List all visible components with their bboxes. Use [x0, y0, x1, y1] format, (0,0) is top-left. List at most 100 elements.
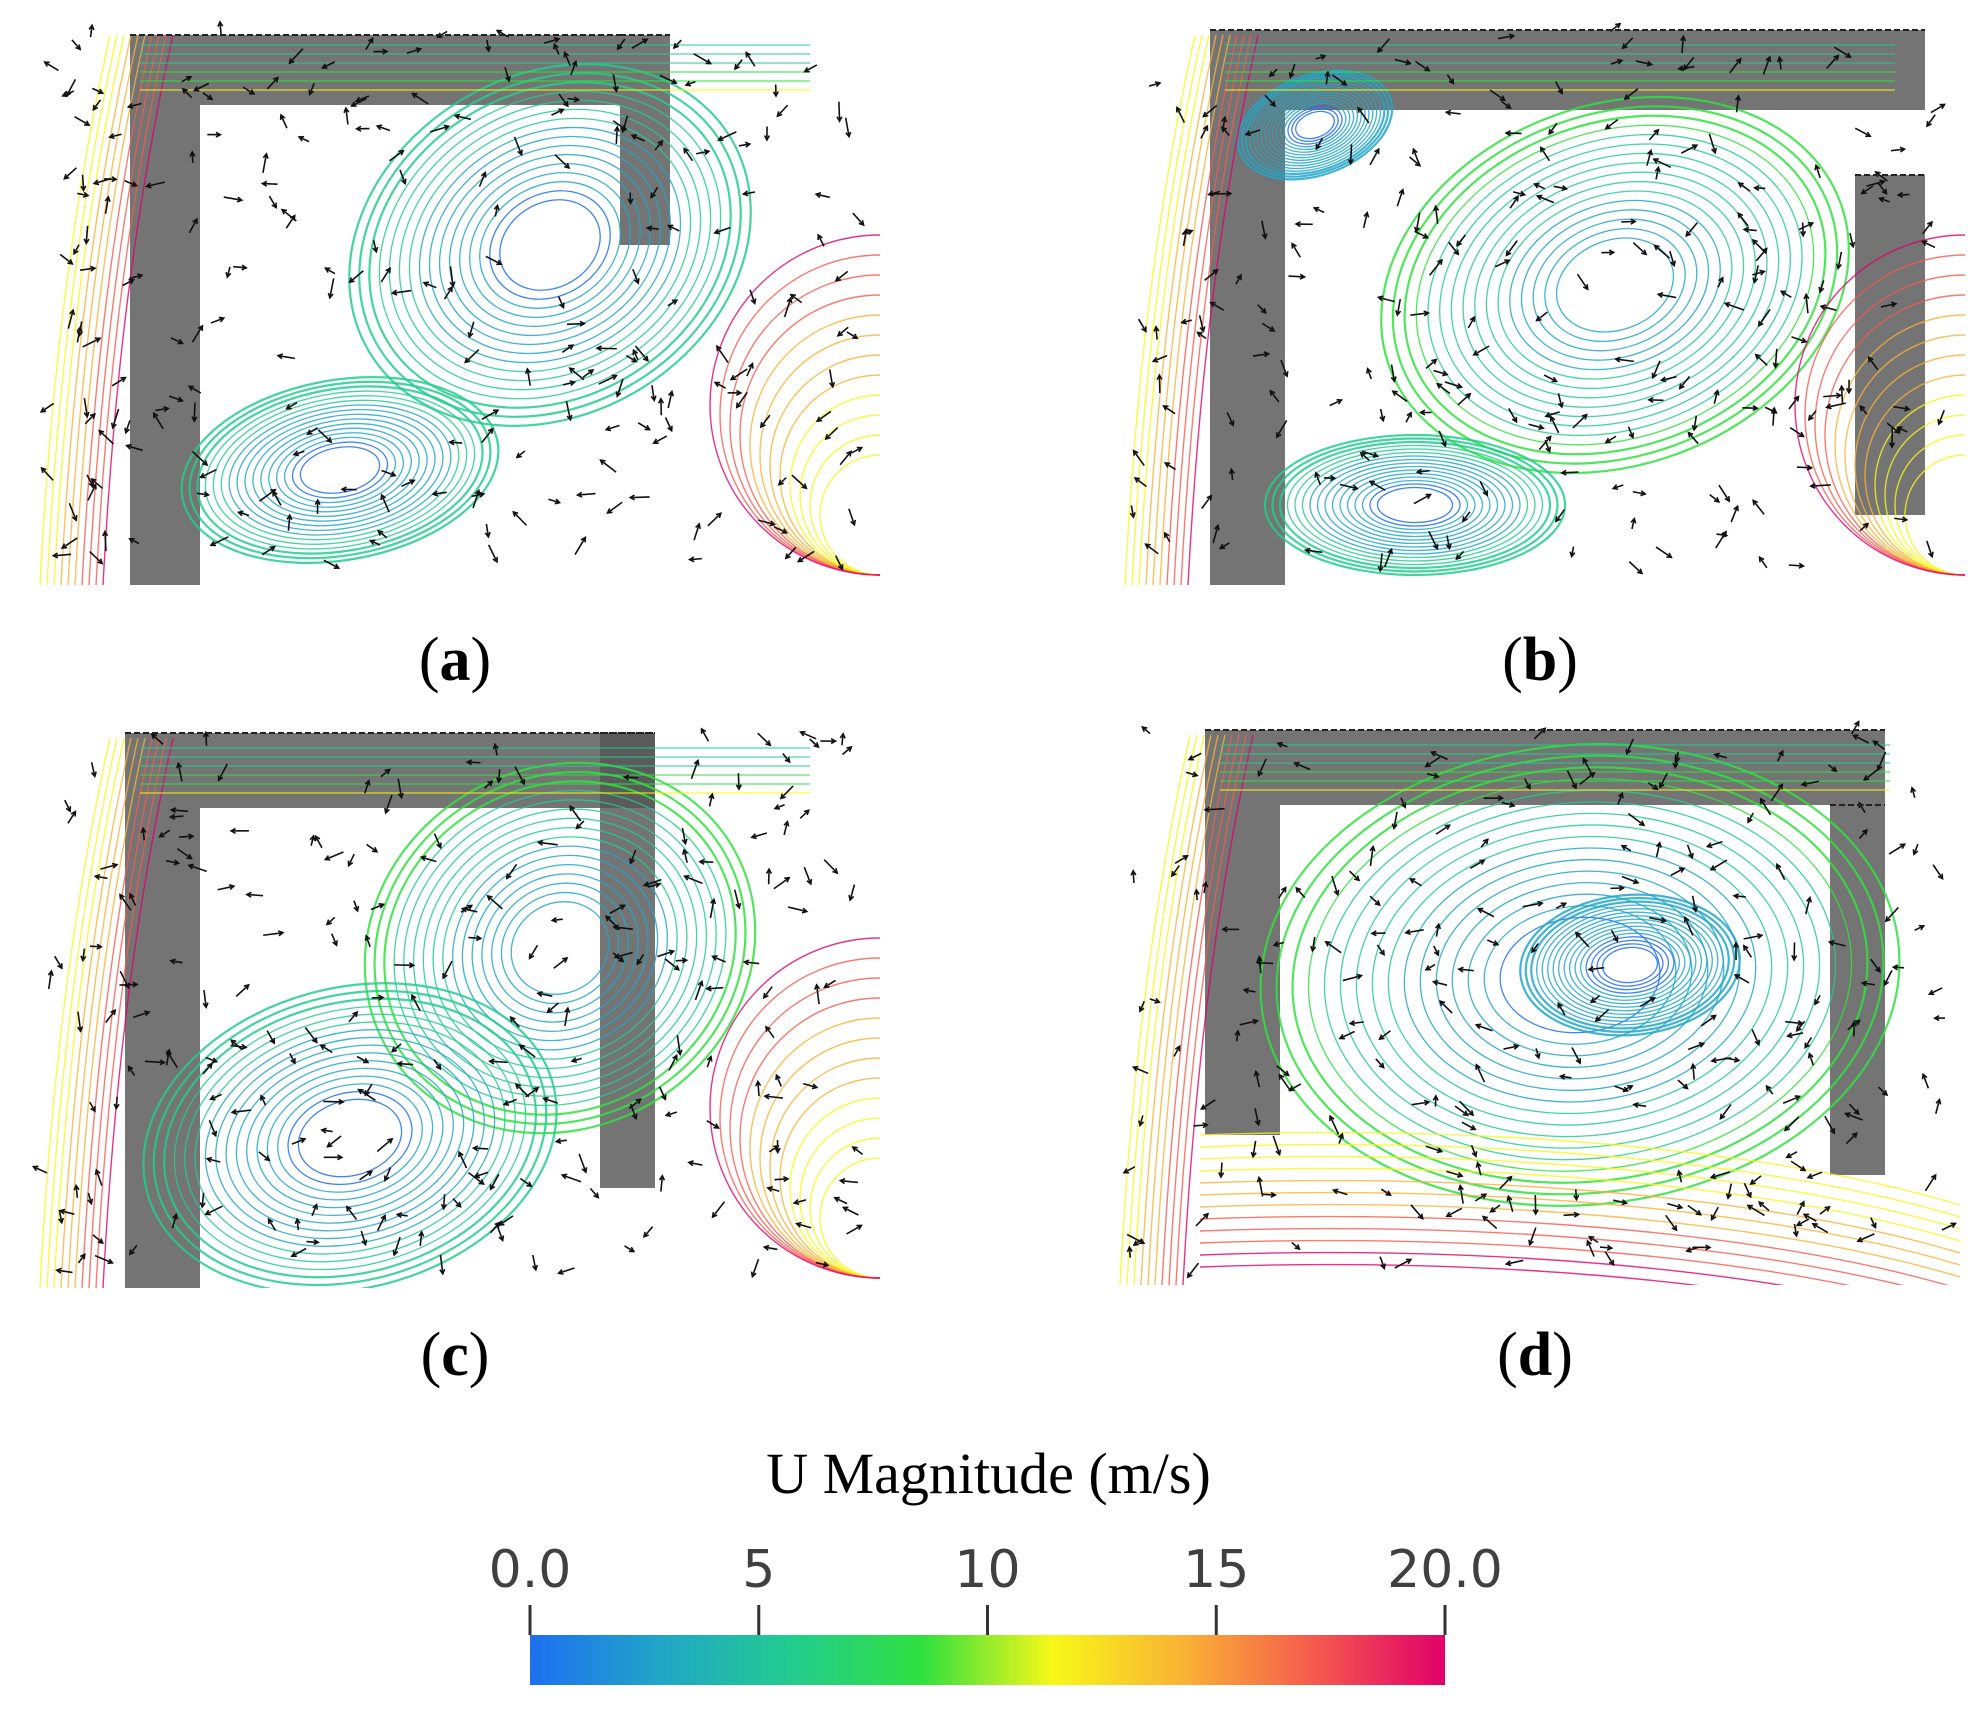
- velocity-arrow: [600, 459, 617, 473]
- streamline: [1271, 437, 1559, 573]
- streamline: [1180, 34, 1252, 585]
- velocity-arrow-head: [1535, 315, 1542, 322]
- velocity-arrow-head: [51, 552, 59, 559]
- velocity-arrow-head: [124, 427, 131, 435]
- velocity-arrow: [1711, 1171, 1730, 1179]
- velocity-arrow-head: [1672, 762, 1679, 770]
- velocity-arrow-head: [1448, 78, 1455, 85]
- velocity-arrow: [675, 959, 687, 962]
- velocity-arrow: [1148, 82, 1161, 87]
- velocity-arrow: [1647, 782, 1658, 790]
- velocity-arrow: [1139, 1001, 1145, 1012]
- velocity-arrow-head: [681, 838, 688, 846]
- velocity-arrow: [98, 430, 115, 445]
- velocity-arrow-head: [848, 894, 855, 902]
- velocity-arrow-head: [705, 985, 712, 992]
- velocity-arrow: [498, 1215, 514, 1226]
- velocity-arrow-head: [613, 953, 621, 960]
- velocity-arrow-head: [471, 1145, 479, 1152]
- streamline: [297, 1098, 403, 1178]
- velocity-arrow-head: [838, 1178, 846, 1185]
- velocity-arrow-head: [271, 202, 278, 210]
- velocity-arrow: [1413, 493, 1431, 505]
- velocity-arrow-head: [514, 1083, 522, 1090]
- velocity-arrow: [1467, 316, 1476, 329]
- velocity-arrow: [406, 48, 421, 55]
- streamline: [1530, 900, 1730, 1030]
- velocity-arrow-head: [202, 1002, 209, 1009]
- velocity-arrow-head: [618, 956, 625, 963]
- velocity-arrow: [458, 1151, 468, 1169]
- velocity-arrow-head: [209, 540, 217, 547]
- streamline: [1427, 133, 1803, 437]
- velocity-arrow-head: [1660, 917, 1668, 924]
- velocity-arrow-head: [789, 293, 796, 300]
- streamline: [1346, 472, 1484, 538]
- velocity-arrow: [1446, 535, 1451, 549]
- velocity-arrow-head: [526, 1181, 533, 1188]
- streamline: [1536, 904, 1724, 1026]
- velocity-arrow-head: [1582, 284, 1589, 291]
- colorbar-gradient-bar: [530, 1635, 1445, 1685]
- velocity-arrow: [773, 526, 788, 534]
- velocity-arrow-head: [779, 793, 786, 800]
- streamline: [479, 181, 621, 309]
- velocity-arrow: [751, 1258, 760, 1277]
- streamline: [204, 1029, 496, 1247]
- velocity-arrow-head: [763, 135, 771, 142]
- velocity-arrow-head: [409, 479, 416, 485]
- velocity-arrow-head: [1721, 530, 1727, 537]
- velocity-arrow-head: [1685, 1246, 1692, 1253]
- streamline: [1376, 486, 1454, 524]
- velocity-arrow-head: [1604, 437, 1612, 444]
- velocity-arrow: [685, 80, 696, 86]
- velocity-arrow-head: [124, 982, 130, 990]
- velocity-arrow-head: [442, 972, 448, 980]
- velocity-arrow-head: [1398, 188, 1405, 195]
- velocity-arrow-head: [606, 508, 613, 514]
- velocity-arrow-head: [1654, 165, 1661, 173]
- velocity-arrow: [817, 234, 825, 247]
- velocity-arrow: [1789, 426, 1804, 438]
- velocity-arrow: [1379, 408, 1384, 421]
- velocity-arrow-head: [700, 727, 707, 734]
- velocity-arrow: [165, 859, 179, 865]
- velocity-arrow: [170, 815, 184, 818]
- velocity-arrow: [1700, 1014, 1717, 1027]
- velocity-arrow-head: [55, 1267, 62, 1274]
- velocity-arrow: [308, 83, 315, 95]
- velocity-arrow-head: [1320, 54, 1327, 61]
- velocity-arrow-head: [466, 904, 474, 911]
- velocity-arrow: [1710, 859, 1728, 871]
- streamline: [1864, 374, 1965, 576]
- velocity-arrow: [1261, 322, 1275, 332]
- velocity-arrow: [56, 1269, 73, 1274]
- velocity-arrow: [1164, 462, 1176, 471]
- velocity-arrow-head: [1170, 870, 1177, 878]
- velocity-arrow: [1276, 1065, 1290, 1076]
- velocity-arrow: [852, 1146, 864, 1156]
- velocity-arrow: [188, 218, 198, 234]
- velocity-arrow-head: [1573, 1211, 1581, 1218]
- velocity-arrow: [235, 984, 250, 997]
- velocity-arrow: [111, 408, 120, 428]
- velocity-arrow-head: [1513, 195, 1519, 202]
- velocity-arrow: [105, 1009, 116, 1024]
- velocity-arrow-head: [595, 345, 602, 352]
- velocity-arrow-head: [1939, 103, 1946, 110]
- velocity-arrow-head: [1525, 783, 1531, 791]
- velocity-arrow: [1744, 228, 1757, 232]
- velocity-arrow: [730, 368, 748, 381]
- velocity-arrow: [1684, 917, 1694, 936]
- velocity-arrow: [89, 551, 103, 565]
- velocity-arrow-head: [1581, 413, 1588, 420]
- velocity-arrow-head: [1818, 286, 1825, 294]
- velocity-arrow-head: [1182, 855, 1189, 861]
- velocity-arrow: [1652, 360, 1661, 379]
- streamline: [1275, 754, 1885, 1196]
- velocity-arrow: [848, 508, 856, 526]
- velocity-arrow: [355, 95, 370, 102]
- velocity-arrow: [629, 849, 637, 864]
- streamline: [184, 1013, 516, 1263]
- velocity-arrow: [774, 803, 785, 810]
